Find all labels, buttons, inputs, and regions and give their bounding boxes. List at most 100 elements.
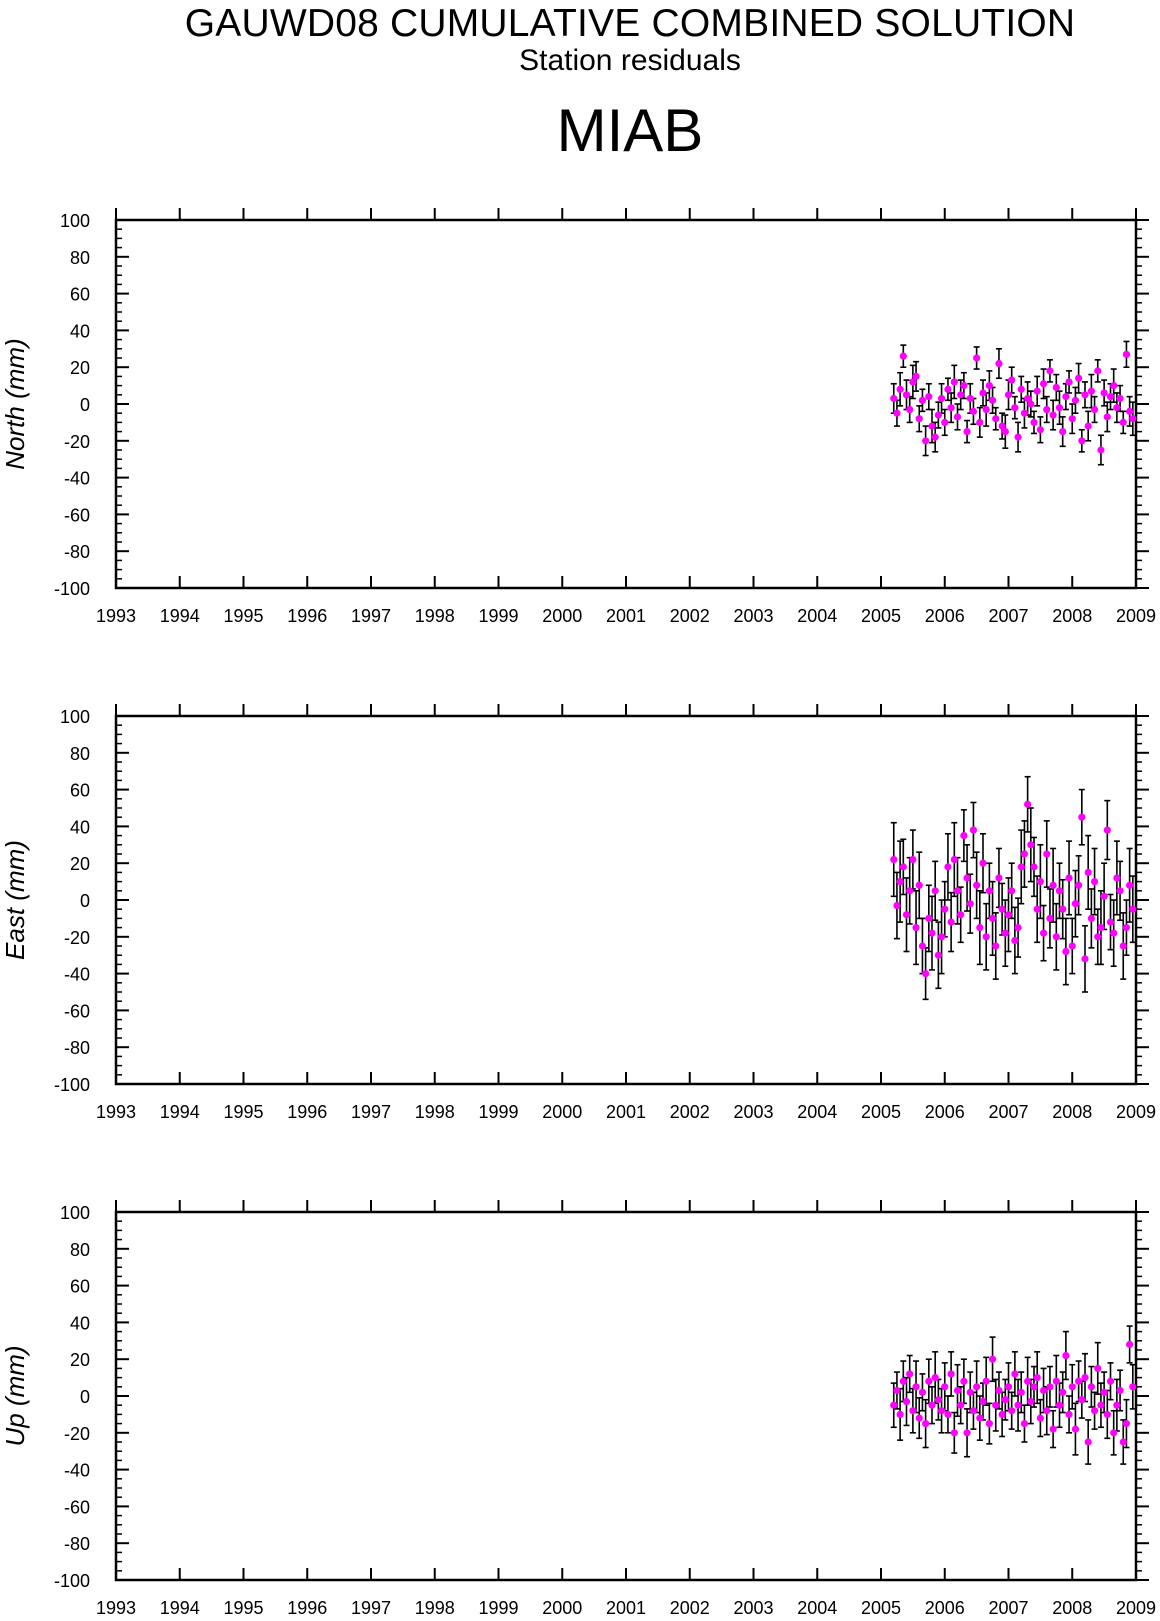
north-data-point [1033,387,1041,395]
east-data-point [1081,955,1089,963]
north-y-tick-label: 60 [70,285,90,305]
north-x-tick-label: 2005 [861,606,901,626]
up-data-point [1024,1377,1032,1385]
north-x-tick-label: 2000 [542,606,582,626]
up-y-tick-label: -40 [64,1461,90,1481]
up-data-point [944,1410,952,1418]
north-data-point [1119,418,1127,426]
north-data-point [1065,378,1073,386]
north-data-point [1071,396,1080,404]
up-data-point [1039,1386,1048,1395]
east-data-point [1084,868,1092,877]
north-data-point [1059,428,1067,436]
north-data-point [1017,385,1025,393]
north-y-tick-label: -100 [54,579,90,599]
east-x-tick-label: 2007 [988,1102,1028,1122]
east-data-point [899,863,907,871]
north-x-tick-label: 2002 [670,606,710,626]
north-data-point [906,405,914,414]
up-data-point [1052,1377,1060,1385]
east-data-point [963,874,971,882]
up-data-point [1027,1397,1035,1406]
east-data-point [985,887,993,895]
chart-subtitle: Station residuals [519,44,741,77]
north-data-point [931,433,939,441]
east-data-point [1011,936,1019,945]
up-x-tick-label: 2007 [988,1598,1028,1618]
east-data-point [960,832,968,840]
up-data-point [1087,1383,1095,1391]
north-data-point [1122,350,1131,358]
north-data-point [1055,404,1064,412]
north-x-tick-label: 1993 [96,606,136,626]
north-y-tick-label: -60 [64,505,90,525]
east-x-tick-label: 2006 [925,1102,965,1122]
north-data-point [1081,391,1089,399]
up-y-tick-label: -60 [64,1497,90,1517]
north-data-point [982,405,990,414]
north-data-point [1097,446,1105,454]
up-data-point [922,1420,930,1428]
north-y-tick-label: -20 [64,432,90,452]
east-data-point [912,924,920,932]
up-x-tick-label: 1994 [160,1598,200,1618]
up-data-point [995,1386,1003,1395]
east-data-point [973,881,981,889]
east-x-tick-label: 1994 [160,1102,200,1122]
east-data-point [1001,929,1009,937]
east-x-tick-label: 1998 [415,1102,455,1122]
up-data-point [941,1383,949,1391]
up-data-point [1008,1407,1016,1415]
north-data-point [1046,367,1054,375]
up-x-tick-label: 1997 [351,1598,391,1618]
up-data-point [1046,1383,1054,1391]
up-data-point [960,1377,968,1385]
north-x-tick-label: 1996 [287,606,327,626]
north-data-point [1087,387,1095,395]
up-data-point [1090,1407,1099,1415]
north-data-point [1020,409,1029,417]
north-data-point [992,415,1000,423]
east-data-point [1075,881,1083,889]
up-data-point [934,1396,942,1404]
up-data-point [1110,1429,1118,1437]
up-data-point [893,1386,901,1395]
east-data-point [976,924,984,932]
north-data-point [1113,404,1121,412]
up-data-point [1103,1410,1111,1418]
up-x-tick-label: 1993 [96,1598,136,1618]
up-y-tick-label: 80 [70,1240,90,1260]
up-data-point [1011,1370,1019,1378]
east-data-point [1110,929,1118,937]
up-data-point [998,1410,1006,1418]
north-x-tick-label: 2007 [988,606,1028,626]
north-data-point [1043,405,1051,414]
east-data-point [902,911,911,919]
east-data-point [931,887,939,895]
up-data-point [1043,1407,1051,1415]
up-y-tick-label: 40 [70,1313,90,1333]
north-data-point [1068,415,1076,423]
east-data-point [941,905,949,913]
east-data-point [1087,914,1095,923]
up-data-point [896,1410,904,1418]
north-data-point [947,404,955,412]
east-data-point [1126,881,1134,889]
north-data-point [1036,426,1044,434]
east-data-point [922,970,930,978]
up-data-point [947,1370,955,1378]
up-data-point [988,1355,997,1363]
east-data-point [979,859,987,867]
up-data-point [1036,1414,1044,1422]
up-x-tick-label: 2009 [1116,1598,1156,1618]
north-data-point [973,354,981,362]
east-data-point [1078,813,1086,821]
east-data-point [1094,933,1102,941]
up-data-point [915,1414,923,1422]
east-x-tick-label: 1993 [96,1102,136,1122]
north-data-point [1052,383,1060,392]
east-data-point [947,918,955,926]
north-data-point [1129,415,1137,423]
up-data-point [1001,1396,1009,1404]
north-data-point [1049,411,1057,419]
